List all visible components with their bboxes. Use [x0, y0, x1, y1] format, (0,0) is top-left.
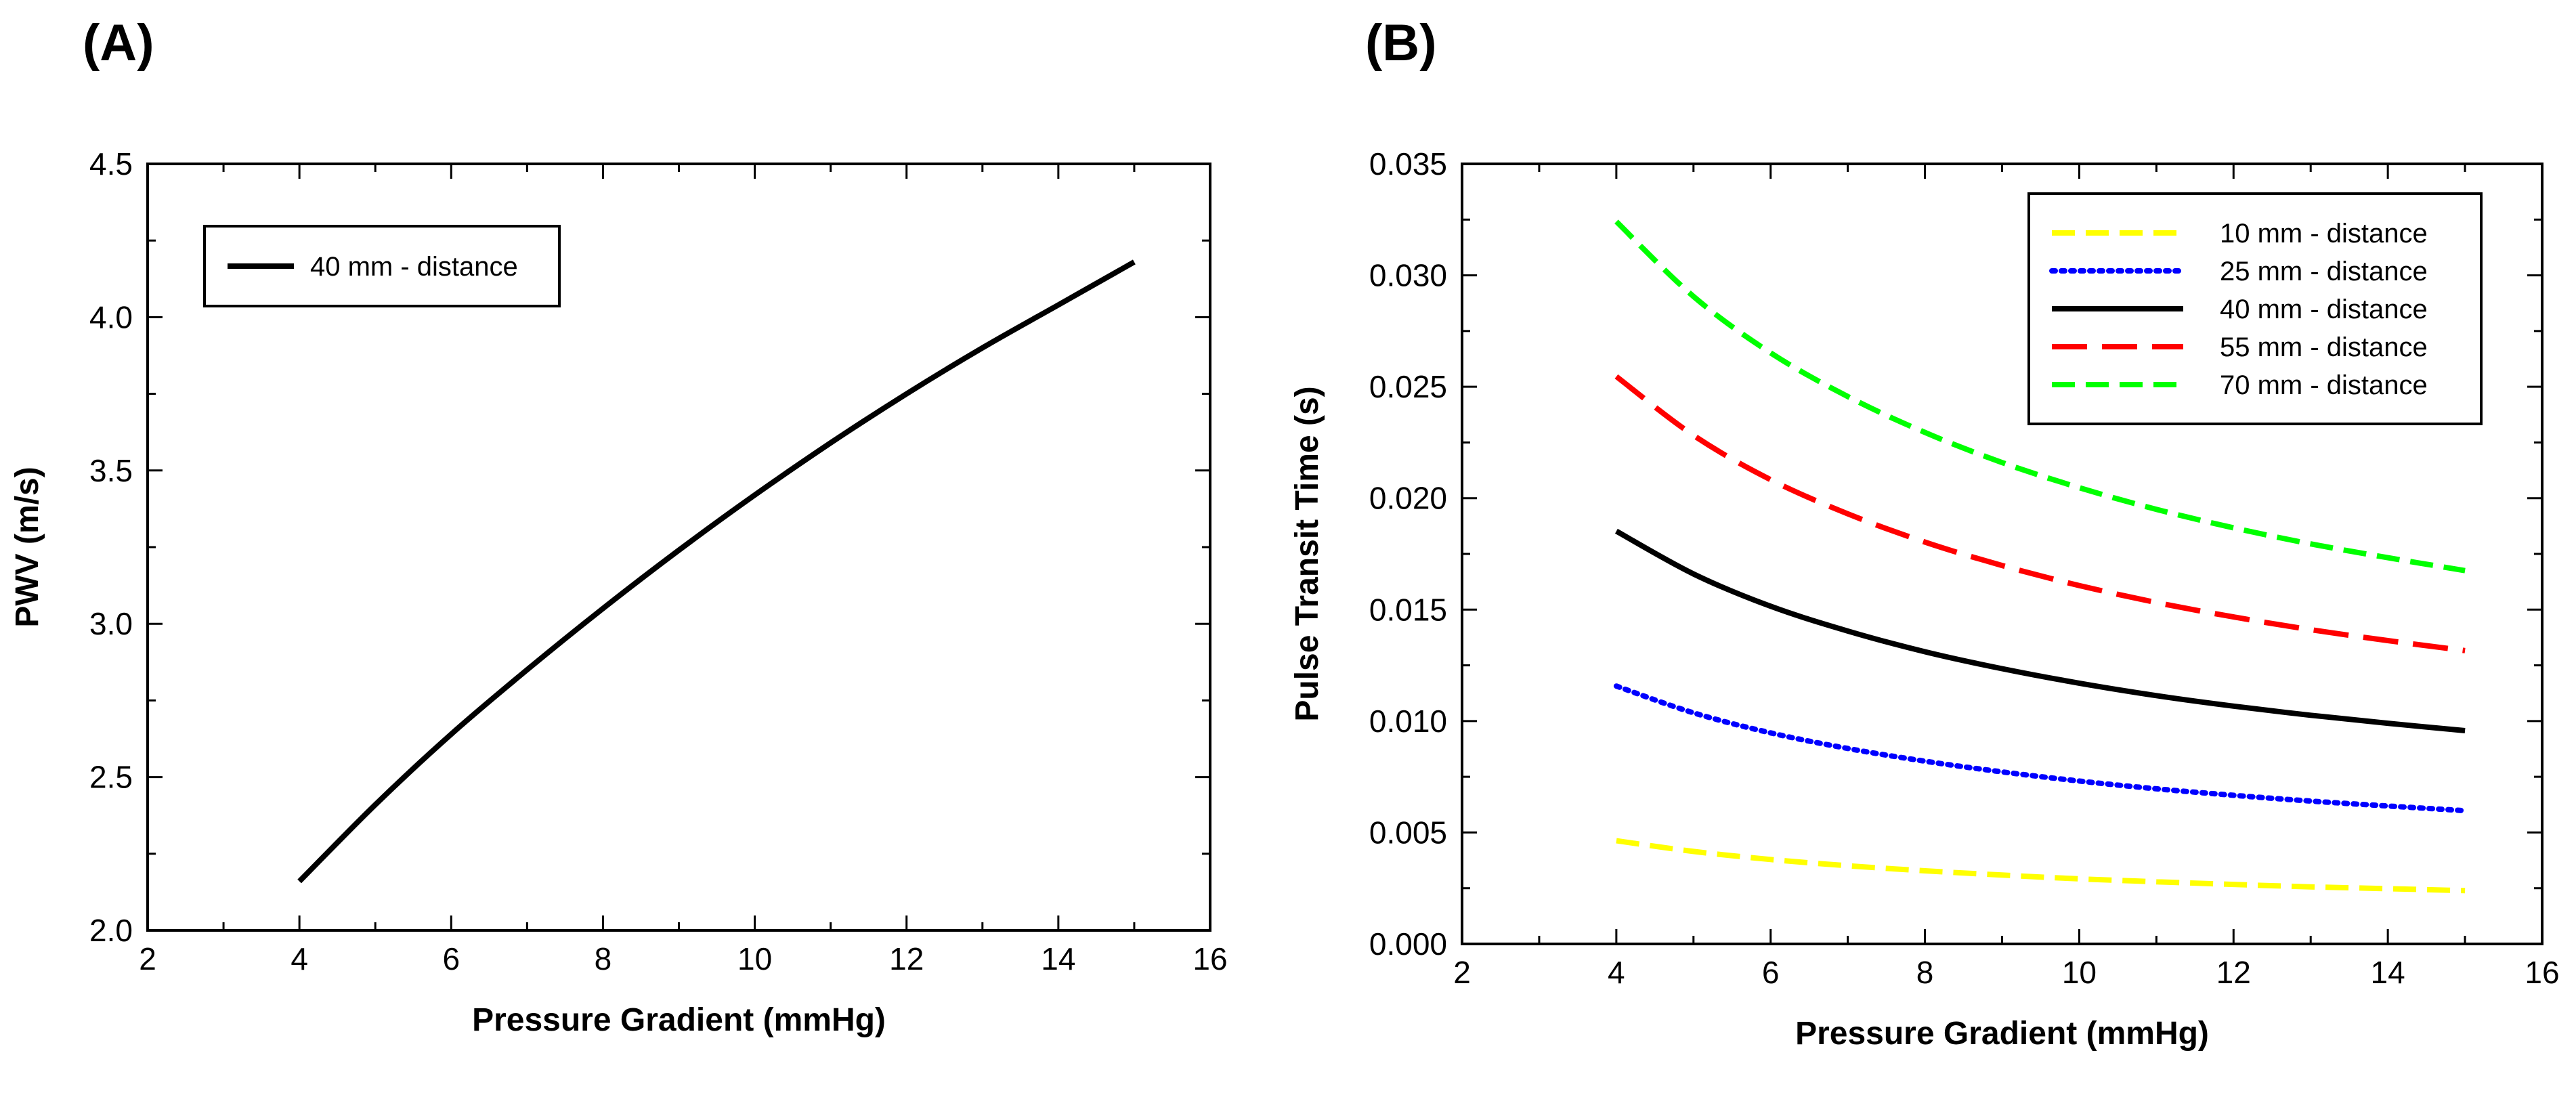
legend-label-b-4: 70 mm - distance	[2220, 370, 2428, 400]
y-tick-label-b: 0.030	[1369, 258, 1447, 293]
x-tick-label-b: 16	[2525, 955, 2559, 990]
y-tick-label-a: 3.0	[89, 606, 133, 641]
x-tick-label-b: 4	[1608, 955, 1625, 990]
y-tick-label-b: 0.015	[1369, 592, 1447, 627]
y-tick-label-b: 0.010	[1369, 704, 1447, 739]
x-tick-label-b: 2	[1453, 955, 1471, 990]
y-tick-label-a: 3.5	[89, 453, 133, 488]
x-tick-label-a: 6	[442, 941, 460, 976]
panel-label-a: (A)	[83, 14, 154, 72]
x-tick-label-a: 2	[139, 941, 156, 976]
legend-label-b-1: 25 mm - distance	[2220, 257, 2428, 286]
x-tick-label-a: 14	[1041, 941, 1075, 976]
legend-label-b-2: 40 mm - distance	[2220, 295, 2428, 324]
y-tick-label-a: 2.5	[89, 760, 133, 795]
y-tick-label-a: 2.0	[89, 913, 133, 948]
x-axis-label-b: Pressure Gradient (mmHg)	[1795, 1016, 2209, 1052]
series-line-b-1	[1613, 683, 2468, 814]
y-tick-label-b: 0.035	[1369, 146, 1447, 181]
y-tick-label-a: 4.0	[89, 299, 133, 335]
series-line-b-2	[1614, 528, 2466, 733]
series-line-b-3	[1614, 374, 2466, 653]
y-tick-label-b: 0.020	[1369, 481, 1447, 516]
x-tick-label-b: 8	[1916, 955, 1934, 990]
y-tick-label-b: 0.000	[1369, 926, 1447, 962]
series-line-b-4	[1614, 219, 2466, 574]
x-tick-label-a: 10	[737, 941, 772, 976]
chart-a	[146, 163, 1211, 932]
series-line-b-0	[1616, 838, 2466, 894]
legend-label-b-3: 55 mm - distance	[2220, 332, 2428, 362]
x-tick-label-b: 6	[1762, 955, 1780, 990]
x-tick-label-a: 8	[595, 941, 612, 976]
x-tick-label-b: 14	[2371, 955, 2405, 990]
chart-b	[1461, 163, 2543, 945]
x-tick-label-a: 16	[1193, 941, 1227, 976]
series-line-a-0	[297, 259, 1136, 884]
panel-label-b: (B)	[1365, 14, 1437, 72]
y-tick-label-b: 0.005	[1369, 815, 1447, 850]
y-tick-label-b: 0.025	[1369, 369, 1447, 404]
x-tick-label-a: 4	[291, 941, 308, 976]
x-tick-label-a: 12	[889, 941, 924, 976]
y-axis-label-a: PWV (m/s)	[9, 467, 45, 627]
y-tick-label-a: 4.5	[89, 146, 133, 181]
legend-label-a-0: 40 mm - distance	[310, 252, 518, 282]
x-axis-label-a: Pressure Gradient (mmHg)	[472, 1002, 886, 1038]
y-axis-label-b: Pulse Transit Time (s)	[1289, 386, 1325, 721]
x-tick-label-b: 10	[2062, 955, 2097, 990]
x-tick-label-b: 12	[2216, 955, 2251, 990]
legend-label-b-0: 10 mm - distance	[2220, 219, 2428, 249]
